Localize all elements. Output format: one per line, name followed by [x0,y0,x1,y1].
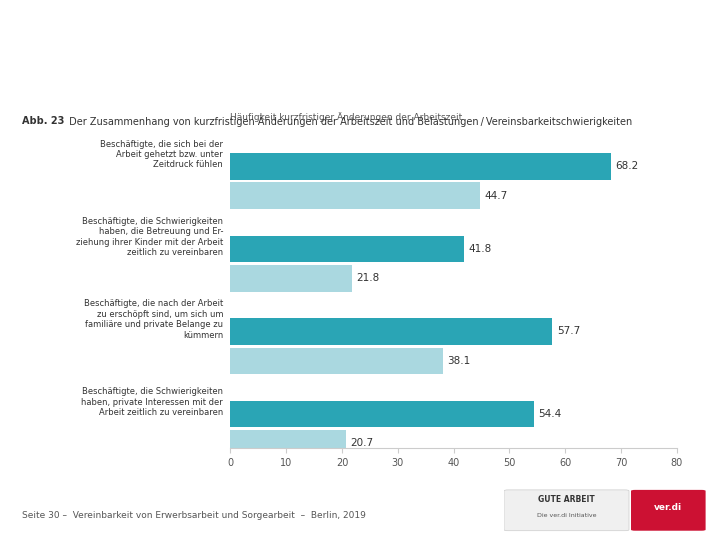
Text: Häufigkeit kurzfristiger Änderungen der Arbeitszeit: Häufigkeit kurzfristiger Änderungen der … [230,113,463,123]
Text: 20.7: 20.7 [351,438,374,448]
Text: Studie Vereinbarkeit von Erwerbsarbeit und Sorgearbeit: Studie Vereinbarkeit von Erwerbsarbeit u… [22,23,643,42]
Text: Die ver.di Initiative: Die ver.di Initiative [536,512,596,518]
Text: 68.2: 68.2 [616,161,639,171]
Bar [230,430,346,457]
Text: Seite 30 –  Vereinbarkeit von Erwerbsarbeit und Sorgearbeit  –  Berlin, 2019: Seite 30 – Vereinbarkeit von Erwerbsarbe… [22,511,366,520]
FancyBboxPatch shape [504,490,629,531]
Bar [230,235,464,262]
Bar [230,318,552,345]
Text: 54.4: 54.4 [539,409,562,419]
Text: Beschäftigte, die Schwierigkeiten
haben, private Interessen mit der
Arbeit zeitl: Beschäftigte, die Schwierigkeiten haben,… [81,387,223,417]
Text: Beschäftigte, die nach der Arbeit
zu erschöpft sind, um sich um
familiäre und pr: Beschäftigte, die nach der Arbeit zu ers… [84,300,223,340]
Bar [230,153,611,180]
FancyBboxPatch shape [631,490,706,531]
Text: Der Zusammenhang von kurzfristigen Änderungen der Arbeitszeit und Belastungen / : Der Zusammenhang von kurzfristigen Änder… [66,116,632,127]
Text: 21.8: 21.8 [356,273,379,284]
Text: 44.7: 44.7 [485,191,508,201]
Text: 41.8: 41.8 [468,244,491,254]
Text: GUTE ARBEIT: GUTE ARBEIT [538,495,595,504]
Text: Flexibilisierung von Arbeitszeit und Arbeitsort: Flexibilisierung von Arbeitszeit und Arb… [22,66,401,85]
Text: ver.di: ver.di [654,503,683,512]
Text: Abb. 23: Abb. 23 [22,117,64,126]
Text: Beschäftigte, die sich bei der
Arbeit gehetzt bzw. unter
Zeitdruck fühlen: Beschäftigte, die sich bei der Arbeit ge… [100,139,223,170]
Text: 57.7: 57.7 [557,327,580,336]
Bar [230,348,443,374]
Text: 38.1: 38.1 [447,356,471,366]
Bar [230,401,534,427]
Bar [230,183,480,209]
Text: Beschäftigte, die Schwierigkeiten
haben, die Betreuung und Er-
ziehung ihrer Kin: Beschäftigte, die Schwierigkeiten haben,… [76,217,223,257]
Bar [230,265,352,292]
